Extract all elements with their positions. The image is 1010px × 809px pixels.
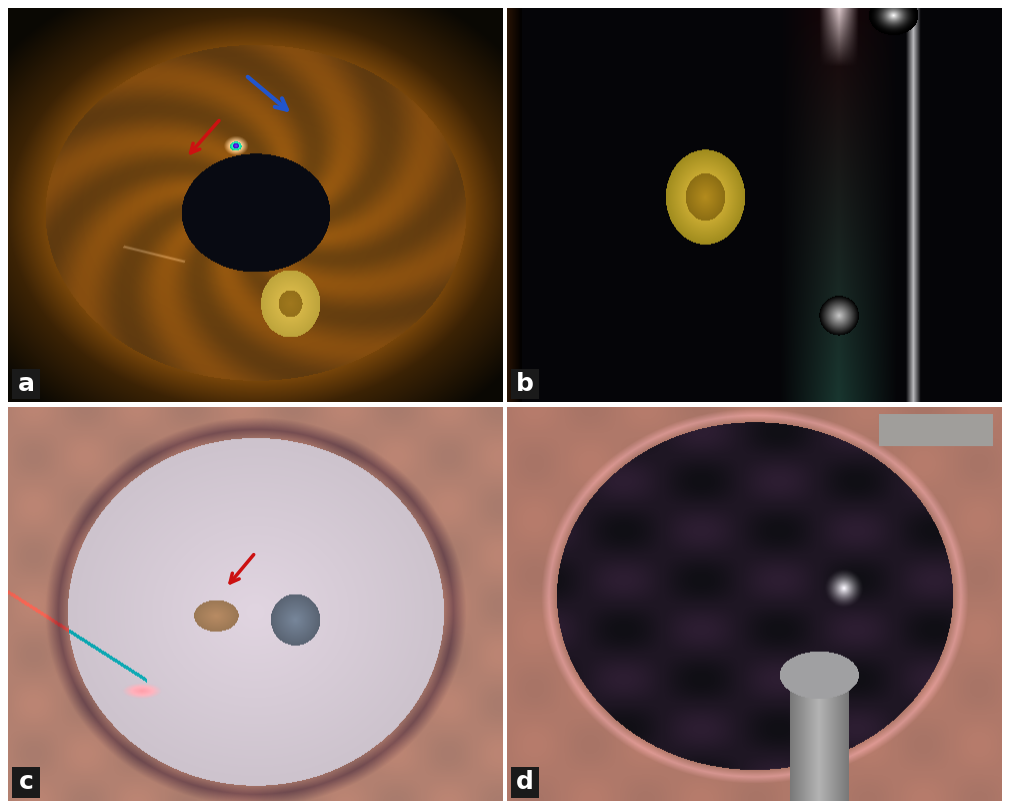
Text: a: a [18,372,34,396]
Text: b: b [516,372,534,396]
Text: c: c [19,770,33,794]
Text: d: d [516,770,534,794]
